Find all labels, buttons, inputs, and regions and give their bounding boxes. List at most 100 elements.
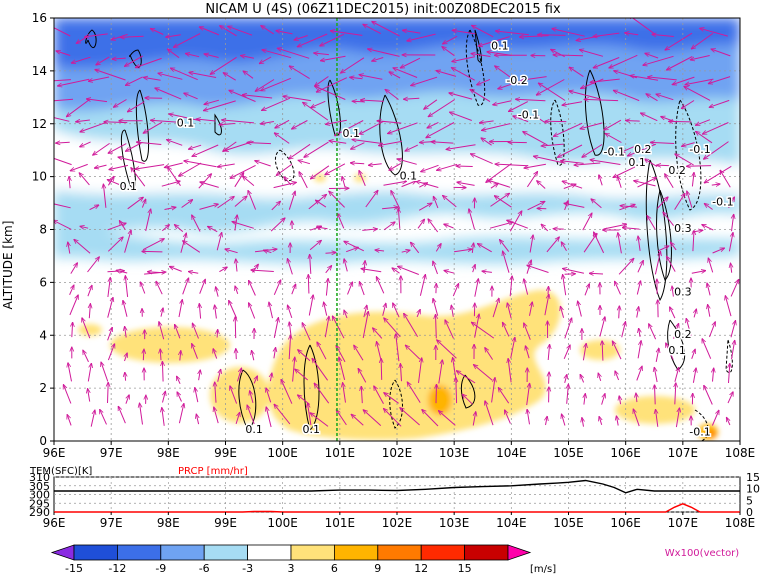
y-tick-label: 12: [32, 117, 47, 131]
wind-vector: [641, 113, 658, 122]
wind-vector: [199, 304, 200, 319]
wind-vector: [261, 26, 274, 35]
wind-vector: [56, 142, 70, 143]
wind-vector: [114, 99, 127, 108]
colorbar-box: [247, 544, 292, 561]
wind-vector: [316, 200, 327, 208]
wind-vector: [330, 31, 363, 36]
wind-vector: [656, 409, 658, 427]
wind-vector: [546, 416, 548, 426]
x-tick-label: 101E: [325, 446, 356, 460]
wind-vector: [456, 371, 476, 384]
sub-x-tick-label: 100E: [267, 516, 298, 530]
wind-vector: [708, 305, 710, 317]
wind-vector: [308, 295, 313, 316]
contour-label: 0.2: [668, 164, 686, 177]
colorbar-tick-label: -15: [65, 562, 83, 575]
wind-vector: [495, 66, 513, 79]
wind-vector: [601, 394, 605, 405]
wind-vector: [392, 268, 400, 274]
wind-vector: [69, 177, 70, 189]
wind-vector: [526, 383, 530, 406]
wind-vector: [56, 51, 71, 56]
sub-right-tick-label: 5: [746, 494, 753, 507]
wind-vector: [397, 159, 417, 165]
wind-vector: [657, 165, 675, 166]
colorbar-box: [290, 544, 335, 561]
wind-vector: [582, 144, 603, 158]
wind-vector: [372, 22, 400, 37]
wind-vector: [159, 322, 165, 340]
wind-vector: [54, 79, 71, 82]
wind-vector: [478, 244, 492, 253]
wind-vector: [162, 408, 164, 426]
wind-vector: [451, 68, 475, 81]
wind-vector: [612, 341, 622, 360]
wind-vector: [433, 196, 439, 209]
wind-vector: [536, 79, 565, 96]
wind-vector: [143, 77, 161, 81]
wind-vector: [509, 101, 529, 112]
wind-vector: [199, 204, 219, 210]
wind-vector: [204, 99, 220, 104]
series-line-prcp: [54, 503, 740, 513]
wind-vector: [470, 89, 491, 103]
wind-vector: [562, 101, 583, 105]
wind-vector: [116, 270, 128, 273]
colorbar-box: [73, 544, 118, 561]
wind-vector: [598, 373, 601, 382]
wind-vector: [453, 358, 457, 383]
wind-vector: [621, 143, 640, 153]
wind-vector: [525, 346, 530, 359]
contour-label: -0.1: [689, 143, 710, 156]
wind-vector: [442, 47, 455, 57]
wind-vector: [214, 407, 219, 424]
wind-vector: [382, 303, 386, 316]
wind-vector: [508, 359, 512, 383]
wind-vector: [637, 307, 639, 318]
wind-vector: [667, 56, 693, 71]
wind-vector: [615, 281, 621, 295]
contour-label: -0.1: [689, 426, 710, 439]
wind-vector: [125, 353, 128, 362]
wind-vector: [561, 161, 584, 164]
wind-vector: [284, 177, 292, 186]
wind-vector: [298, 160, 311, 165]
wind-vector: [563, 345, 570, 359]
wind-vector: [613, 164, 640, 178]
x-tick-label: 102E: [382, 446, 413, 460]
wind-vector: [325, 163, 346, 175]
wind-vector: [303, 102, 329, 121]
wind-vector: [656, 94, 674, 101]
wind-vector: [359, 75, 383, 80]
wind-vector: [488, 180, 511, 188]
sub-left-tick-label: 290: [29, 506, 50, 519]
wind-vector: [270, 373, 272, 382]
colorbar-box: [333, 544, 379, 561]
wind-vector: [79, 173, 90, 186]
wind-vector: [729, 364, 730, 384]
wind-vector: [168, 167, 181, 186]
wind-vector: [161, 181, 180, 187]
wind-vector: [185, 54, 200, 58]
contour-line: [303, 344, 320, 431]
wind-vector: [445, 320, 454, 339]
sub-right-tick-label: 15: [746, 471, 760, 484]
wind-vector: [584, 284, 589, 296]
wind-vector: [704, 141, 729, 160]
wind-vector: [549, 372, 550, 384]
wind-vector: [407, 382, 421, 403]
wind-vector: [647, 216, 656, 230]
wind-vectors: [54, 18, 739, 428]
wind-vector: [599, 175, 603, 186]
wind-vector: [644, 159, 658, 168]
wind-vector: [652, 34, 674, 36]
wind-vector: [582, 418, 584, 427]
sub-x-tick-label: 97E: [100, 516, 123, 530]
wind-vector: [496, 31, 529, 36]
wind-vector: [88, 76, 110, 81]
wind-vector: [315, 76, 329, 87]
wind-vector: [373, 328, 383, 339]
contour-line: [120, 129, 136, 189]
wind-vector: [314, 383, 330, 404]
